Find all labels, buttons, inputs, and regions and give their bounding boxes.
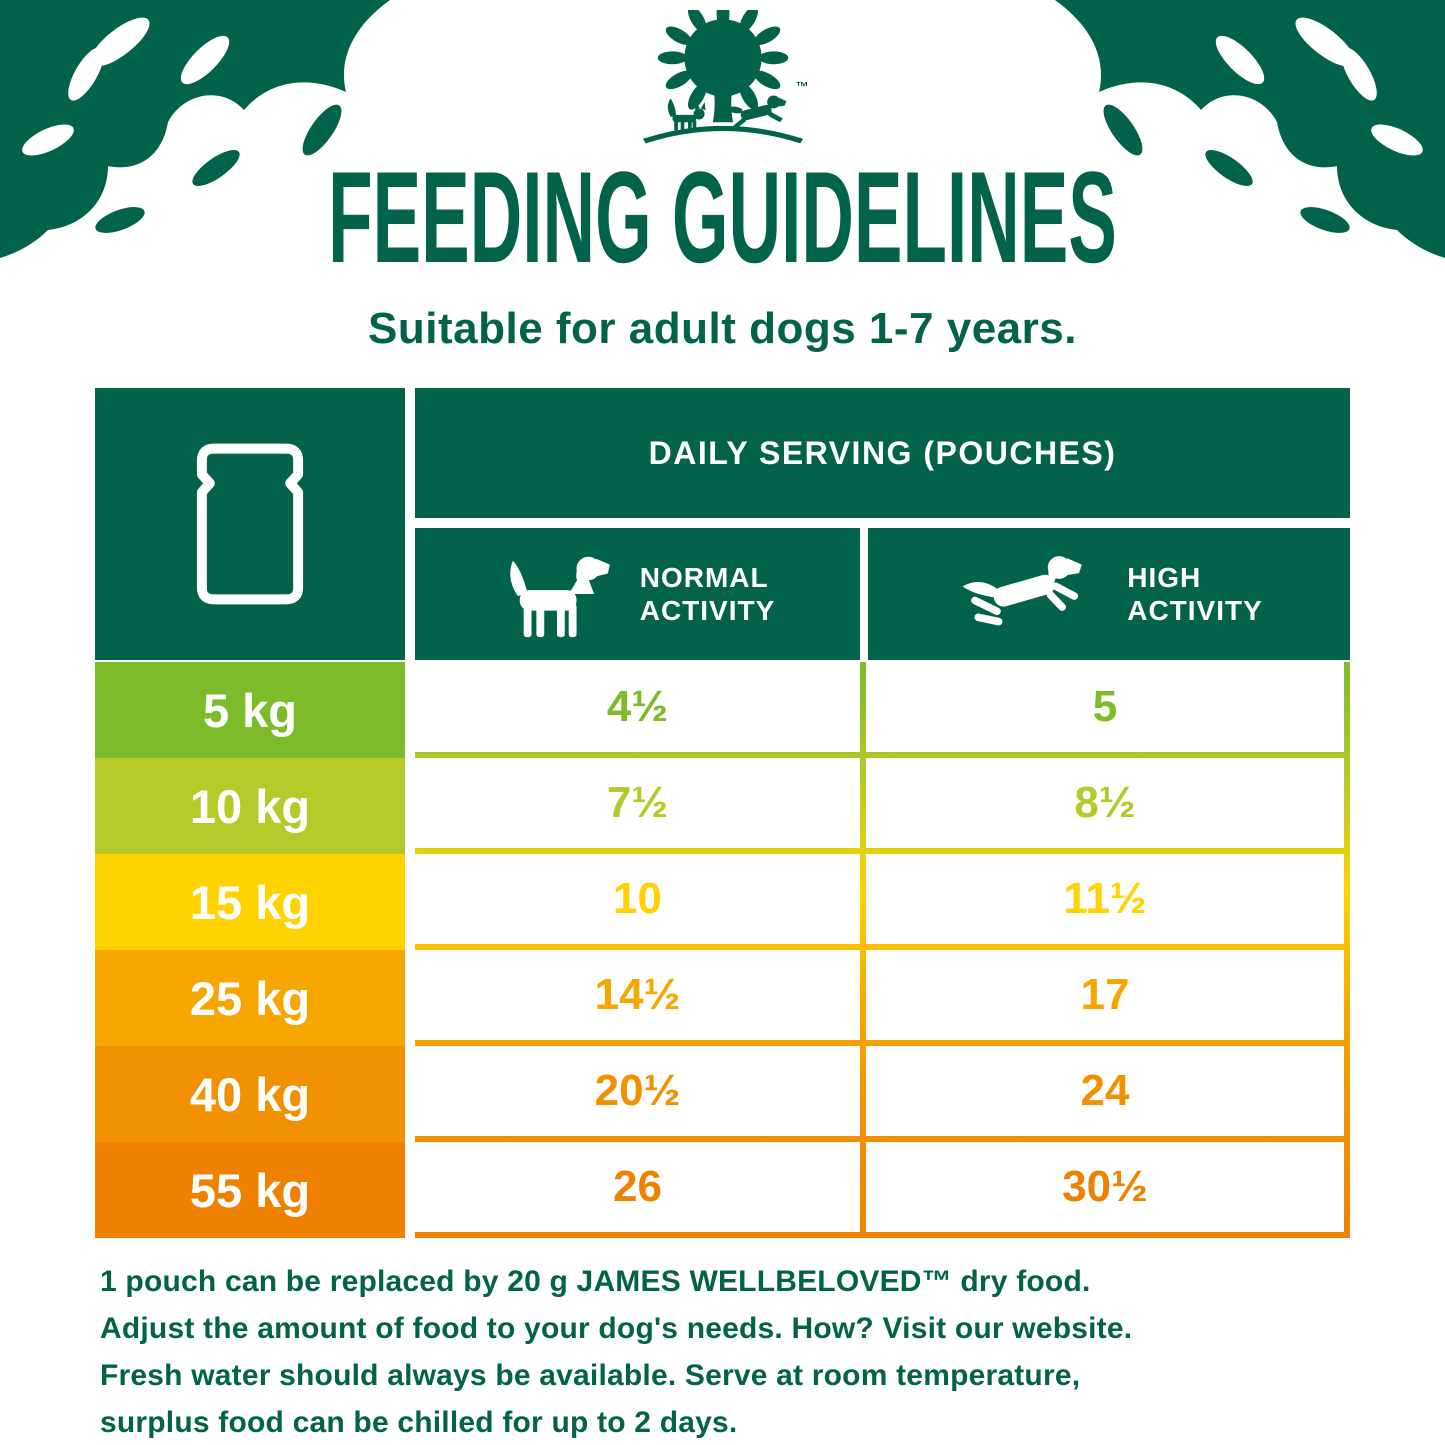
jumping-dog-icon [962, 556, 1083, 626]
leaf-decoration-left [0, 0, 390, 258]
standing-dog-icon [509, 556, 610, 638]
normal-activity-header: NORMAL ACTIVITY [415, 528, 860, 660]
serving-cell-high: 8½ [866, 758, 1344, 848]
footnote-line: Fresh water should always be available. … [100, 1359, 1081, 1393]
serving-cell-high: 5 [866, 662, 1344, 752]
weight-cell: 25 kg [95, 950, 405, 1046]
weight-cell: 15 kg [95, 854, 405, 950]
weight-cell: 10 kg [95, 758, 405, 854]
serving-cell-normal: 14½ [415, 950, 860, 1040]
column-gutter [405, 388, 415, 660]
footnote-line: Adjust the amount of food to your dog's … [100, 1312, 1133, 1346]
row-gutter [415, 518, 1350, 528]
table-body: 5 kg 10 kg 15 kg 25 kg 40 kg 55 kg 4½ 5 … [95, 662, 1350, 1238]
table-header: DAILY SERVING (POUCHES) [95, 388, 1350, 660]
serving-cell-normal: 7½ [415, 758, 860, 848]
table-body-border-gradient: 4½ 5 7½ 8½ 10 11½ 14½ 17 20½ 24 26 30½ [415, 662, 1350, 1238]
footnote: 1 pouch can be replaced by 20 g JAMES WE… [100, 1258, 1380, 1445]
leaf-decoration-right [1055, 0, 1445, 258]
page-title: FEEDING GUIDELINES [328, 144, 1117, 290]
high-activity-header: HIGH ACTIVITY [868, 528, 1350, 660]
serving-cell-high: 30½ [866, 1142, 1344, 1232]
column-gutter [860, 528, 868, 660]
page-subtitle: Suitable for adult dogs 1-7 years. [368, 304, 1077, 353]
serving-cell-normal: 10 [415, 854, 860, 944]
footnote-line: 1 pouch can be replaced by 20 g JAMES WE… [100, 1265, 1091, 1298]
tree-paw-logo-icon: ™ [642, 10, 808, 144]
serving-cell-normal: 20½ [415, 1046, 860, 1136]
serving-cell-high: 17 [866, 950, 1344, 1040]
weight-cell: 55 kg [95, 1142, 405, 1238]
footnote-line: surplus food can be chilled for up to 2 … [100, 1406, 738, 1440]
pouch-icon [196, 443, 304, 605]
high-activity-label: HIGH ACTIVITY [1127, 561, 1263, 626]
normal-activity-label: NORMAL ACTIVITY [639, 561, 776, 626]
feeding-table: DAILY SERVING (POUCHES) [95, 388, 1350, 1238]
table-corner-cell [95, 388, 405, 660]
serving-cell-high: 11½ [866, 854, 1344, 944]
main-header-cell: DAILY SERVING (POUCHES) [415, 388, 1350, 518]
serving-cell-normal: 26 [415, 1142, 860, 1232]
weight-cell: 5 kg [95, 662, 405, 758]
trademark-mark: ™ [795, 79, 808, 94]
weight-cell: 40 kg [95, 1046, 405, 1142]
serving-cell-high: 24 [866, 1046, 1344, 1136]
serving-cell-normal: 4½ [415, 662, 860, 752]
column-gutter [405, 662, 415, 1238]
weight-column: 5 kg 10 kg 15 kg 25 kg 40 kg 55 kg [95, 662, 405, 1238]
